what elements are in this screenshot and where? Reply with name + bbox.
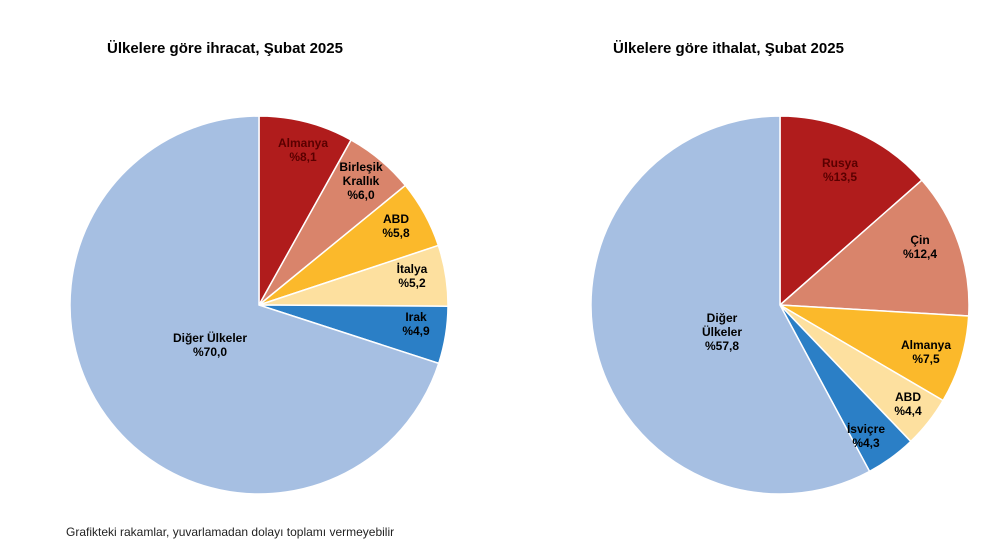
export-label-abd: ABD %5,8 (382, 212, 410, 240)
import-label-almanya: Almanya %7,5 (901, 338, 951, 366)
export-value-italya: %5,2 (398, 276, 426, 290)
export-category-abd: ABD (383, 212, 409, 226)
export-category-almanya: Almanya (278, 136, 328, 150)
export-value-diger-ulkeler: %70,0 (193, 345, 227, 359)
footnote: Grafikteki rakamlar, yuvarlamadan dolayı… (66, 525, 395, 539)
export-label-almanya: Almanya %8,1 (278, 136, 328, 164)
import-value-abd: %4,4 (894, 404, 922, 418)
import-label-diger-ulkeler: Diğer Ülkeler %57,8 (702, 311, 742, 353)
export-value-abd: %5,8 (382, 226, 410, 240)
export-value-irak: %4,9 (402, 324, 430, 338)
import-slice-diger-ulkeler (590, 115, 871, 495)
import-slice-rusya (779, 115, 923, 307)
import-label-isvicre: İsviçre %4,3 (847, 421, 885, 450)
export-category-diger-ulkeler: Diğer Ülkeler (173, 330, 247, 345)
import-value-diger-ulkeler: %57,8 (705, 339, 739, 353)
import-category-isvicre: İsviçre (847, 421, 885, 436)
export-label-diger-ulkeler: Diğer Ülkeler %70,0 (173, 330, 247, 359)
import-value-rusya: %13,5 (823, 170, 857, 184)
import-value-cin: %12,4 (903, 247, 937, 261)
export-label-irak: Irak %4,9 (402, 310, 430, 338)
import-label-cin: Çin %12,4 (903, 233, 937, 261)
export-label-italya: İtalya %5,2 (397, 261, 428, 290)
import-category-abd: ABD (895, 390, 921, 404)
export-category-italya: İtalya (397, 261, 428, 276)
export-category-birlesik-krallik: Birleşik (339, 160, 383, 174)
export-category-birlesik-krallik: Krallık (343, 174, 380, 188)
import-label-abd: ABD %4,4 (894, 390, 922, 418)
import-category-rusya: Rusya (822, 156, 858, 170)
import-label-rusya: Rusya %13,5 (822, 156, 858, 184)
import-value-isvicre: %4,3 (852, 436, 880, 450)
export-slice-diger-ulkeler (69, 115, 440, 495)
export-slice-almanya (258, 115, 353, 308)
import-category-cin: Çin (910, 233, 929, 247)
import-value-almanya: %7,5 (912, 352, 940, 366)
export-value-almanya: %8,1 (289, 150, 317, 164)
import-chart-title: Ülkelere göre ithalat, Şubat 2025 (613, 40, 844, 57)
import-slice-cin (778, 179, 970, 317)
import-category-almanya: Almanya (901, 338, 951, 352)
export-label-birlesik-krallik: Birleşik Krallık %6,0 (339, 160, 383, 202)
import-category-diger-ulkeler: Diğer (707, 311, 738, 325)
import-category-diger-ulkeler: Ülkeler (702, 324, 742, 339)
export-value-birlesik-krallik: %6,0 (347, 188, 375, 202)
import-pie: Rusya %13,5 Çin %12,4 Almanya %7,5 ABD %4,4 İsvi… (590, 115, 970, 495)
export-category-irak: Irak (405, 310, 427, 324)
export-chart-title: Ülkelere göre ihracat, Şubat 2025 (107, 40, 343, 57)
